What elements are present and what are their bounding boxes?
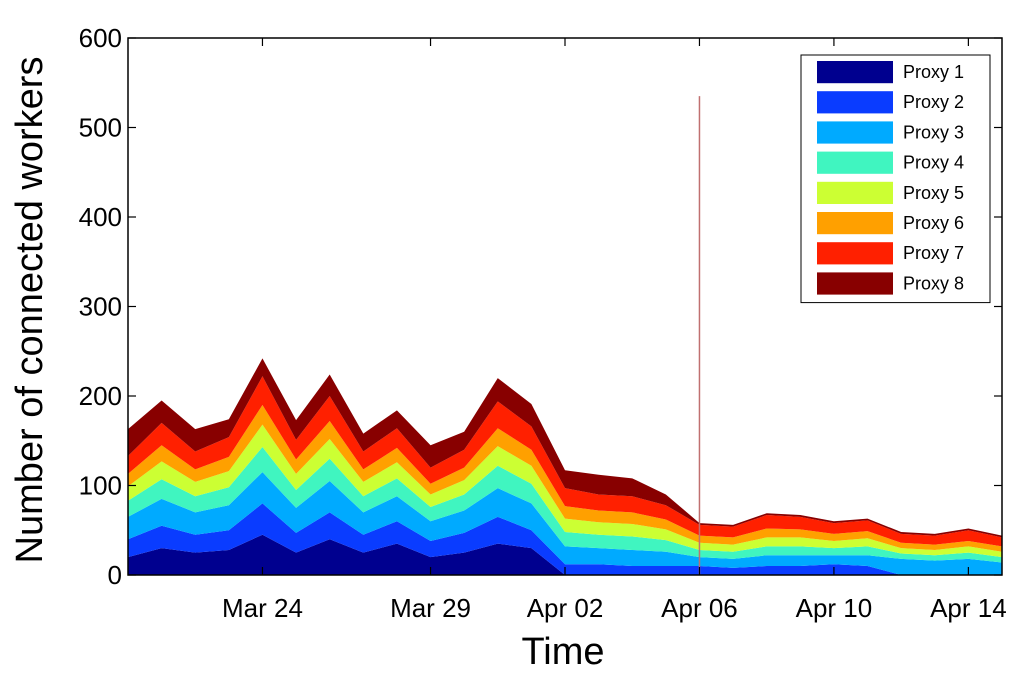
legend-label-proxy-5: Proxy 5 (903, 183, 964, 203)
legend-swatch-proxy-6 (817, 212, 893, 235)
y-tick-label: 200 (79, 381, 122, 411)
y-tick-label: 400 (79, 202, 122, 232)
y-tick-label: 500 (79, 113, 122, 143)
y-tick-label: 100 (79, 471, 122, 501)
legend-label-proxy-8: Proxy 8 (903, 273, 964, 293)
x-tick-label: Apr 06 (661, 593, 738, 623)
legend-label-proxy-1: Proxy 1 (903, 62, 964, 82)
legend-swatch-proxy-4 (817, 151, 893, 174)
legend-label-proxy-2: Proxy 2 (903, 92, 964, 112)
legend-label-proxy-4: Proxy 4 (903, 153, 964, 173)
x-axis-title: Time (521, 631, 604, 673)
legend-label-proxy-6: Proxy 6 (903, 213, 964, 233)
legend-swatch-proxy-2 (817, 91, 893, 114)
legend-swatch-proxy-3 (817, 121, 893, 144)
series-layer (128, 96, 1002, 575)
y-axis-title: Number of connected workers (9, 57, 51, 564)
series-area-proxy-1 (128, 534, 1002, 575)
x-tick-label: Mar 24 (222, 593, 303, 623)
legend-label-proxy-7: Proxy 7 (903, 243, 964, 263)
y-tick-label: 0 (108, 560, 122, 590)
y-axis: 0 100 200 300 400 500 600 (79, 23, 1002, 590)
y-tick-label: 600 (79, 23, 122, 53)
series-area-proxy-5 (128, 424, 1002, 558)
series-area-proxy-2 (128, 503, 1002, 575)
x-tick-label: Apr 10 (796, 593, 873, 623)
legend-label-proxy-3: Proxy 3 (903, 122, 964, 142)
legend-swatch-proxy-5 (817, 181, 893, 204)
x-tick-label: Apr 02 (527, 593, 604, 623)
legend: Proxy 1 Proxy 2 Proxy 3 Proxy 4 Proxy 5 Proxy… (800, 54, 991, 304)
x-tick-label: Mar 29 (390, 593, 471, 623)
legend-swatch-proxy-7 (817, 242, 893, 265)
series-area-proxy-4 (128, 447, 1002, 563)
legend-swatch-proxy-1 (817, 61, 893, 84)
legend-swatch-proxy-8 (817, 272, 893, 295)
x-axis: Mar 24 Mar 29 Apr 02 Apr 06 Apr 10 Apr 14 (222, 38, 1007, 623)
y-tick-label: 300 (79, 292, 122, 322)
series-area-proxy-3 (128, 472, 1002, 575)
x-tick-label: Apr 14 (930, 593, 1007, 623)
